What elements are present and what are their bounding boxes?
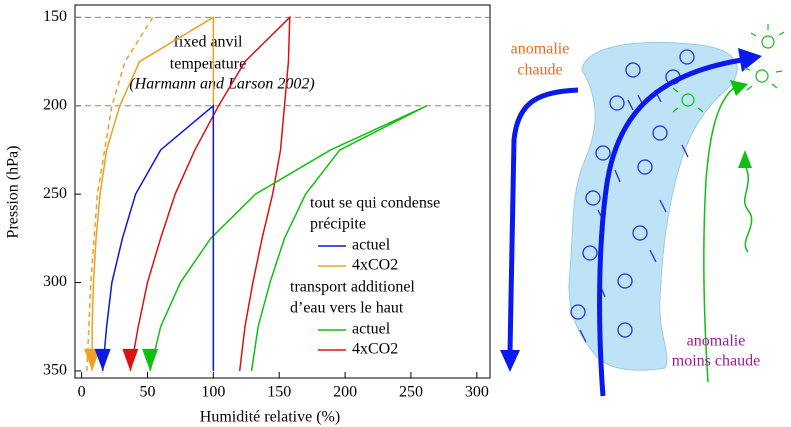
legend-label: actuel (352, 321, 391, 338)
series-line (149, 105, 428, 372)
cloud-band (568, 41, 738, 371)
sun-icons (672, 24, 785, 113)
x-tick-label: 100 (201, 384, 225, 401)
annotation: fixed anvil (174, 34, 243, 51)
y-tick-label: 150 (43, 8, 67, 25)
series-line (129, 15, 291, 372)
y-tick-label: 300 (43, 273, 67, 290)
x-tick-label: 0 (78, 384, 86, 401)
legend-heading: d’eau vers le haut (290, 300, 404, 317)
plot-frame (74, 4, 491, 379)
x-axis-title: Humidité relative (%) (200, 409, 340, 426)
series-line (86, 16, 154, 371)
descent-arrowhead (500, 350, 520, 372)
legend-heading: transport additionel (290, 279, 415, 296)
arrowhead (122, 348, 139, 371)
x-tick-label: 150 (267, 384, 291, 401)
y-axis-title: Pression (hPa) (5, 146, 22, 239)
legend-label: actuel (352, 237, 391, 254)
wiggle-arrow (743, 164, 753, 253)
less-warm-label: anomalie (687, 333, 746, 350)
y-tick-label: 350 (43, 362, 67, 379)
legend-heading: précipite (310, 216, 366, 233)
warm-label: chaude (517, 62, 562, 79)
droplets (570, 49, 695, 343)
legend-label: 4xCO2 (352, 257, 398, 274)
descent-arrow (507, 87, 579, 353)
moist-arrow (703, 86, 736, 383)
x-tick-label: 200 (333, 384, 357, 401)
legend-heading: tout se qui condense (310, 195, 440, 212)
arrowhead (84, 348, 101, 371)
y-tick-label: 250 (43, 185, 67, 202)
wiggle-arrowhead (738, 150, 752, 168)
y-tick-label: 200 (43, 96, 67, 113)
diagram: anomalie chaude anomalie moins chaude (500, 24, 785, 397)
arrowhead (94, 348, 111, 371)
annotation: (Harmann and Larson 2002) (129, 76, 314, 93)
less-warm-label: moins chaude (672, 353, 760, 370)
x-tick-label: 250 (399, 384, 423, 401)
x-tick-label: 300 (465, 384, 489, 401)
series-line (101, 104, 215, 371)
moist-arrowhead (730, 80, 748, 96)
warm-label: anomalie (511, 41, 570, 58)
series-line (91, 16, 215, 371)
legend-label: 4xCO2 (352, 341, 398, 358)
x-tick-label: 50 (139, 384, 155, 401)
ascent-arrowhead (738, 48, 762, 72)
annotation: temperature (170, 56, 246, 73)
arrowhead (142, 348, 159, 371)
ascent-arrow (597, 57, 743, 397)
